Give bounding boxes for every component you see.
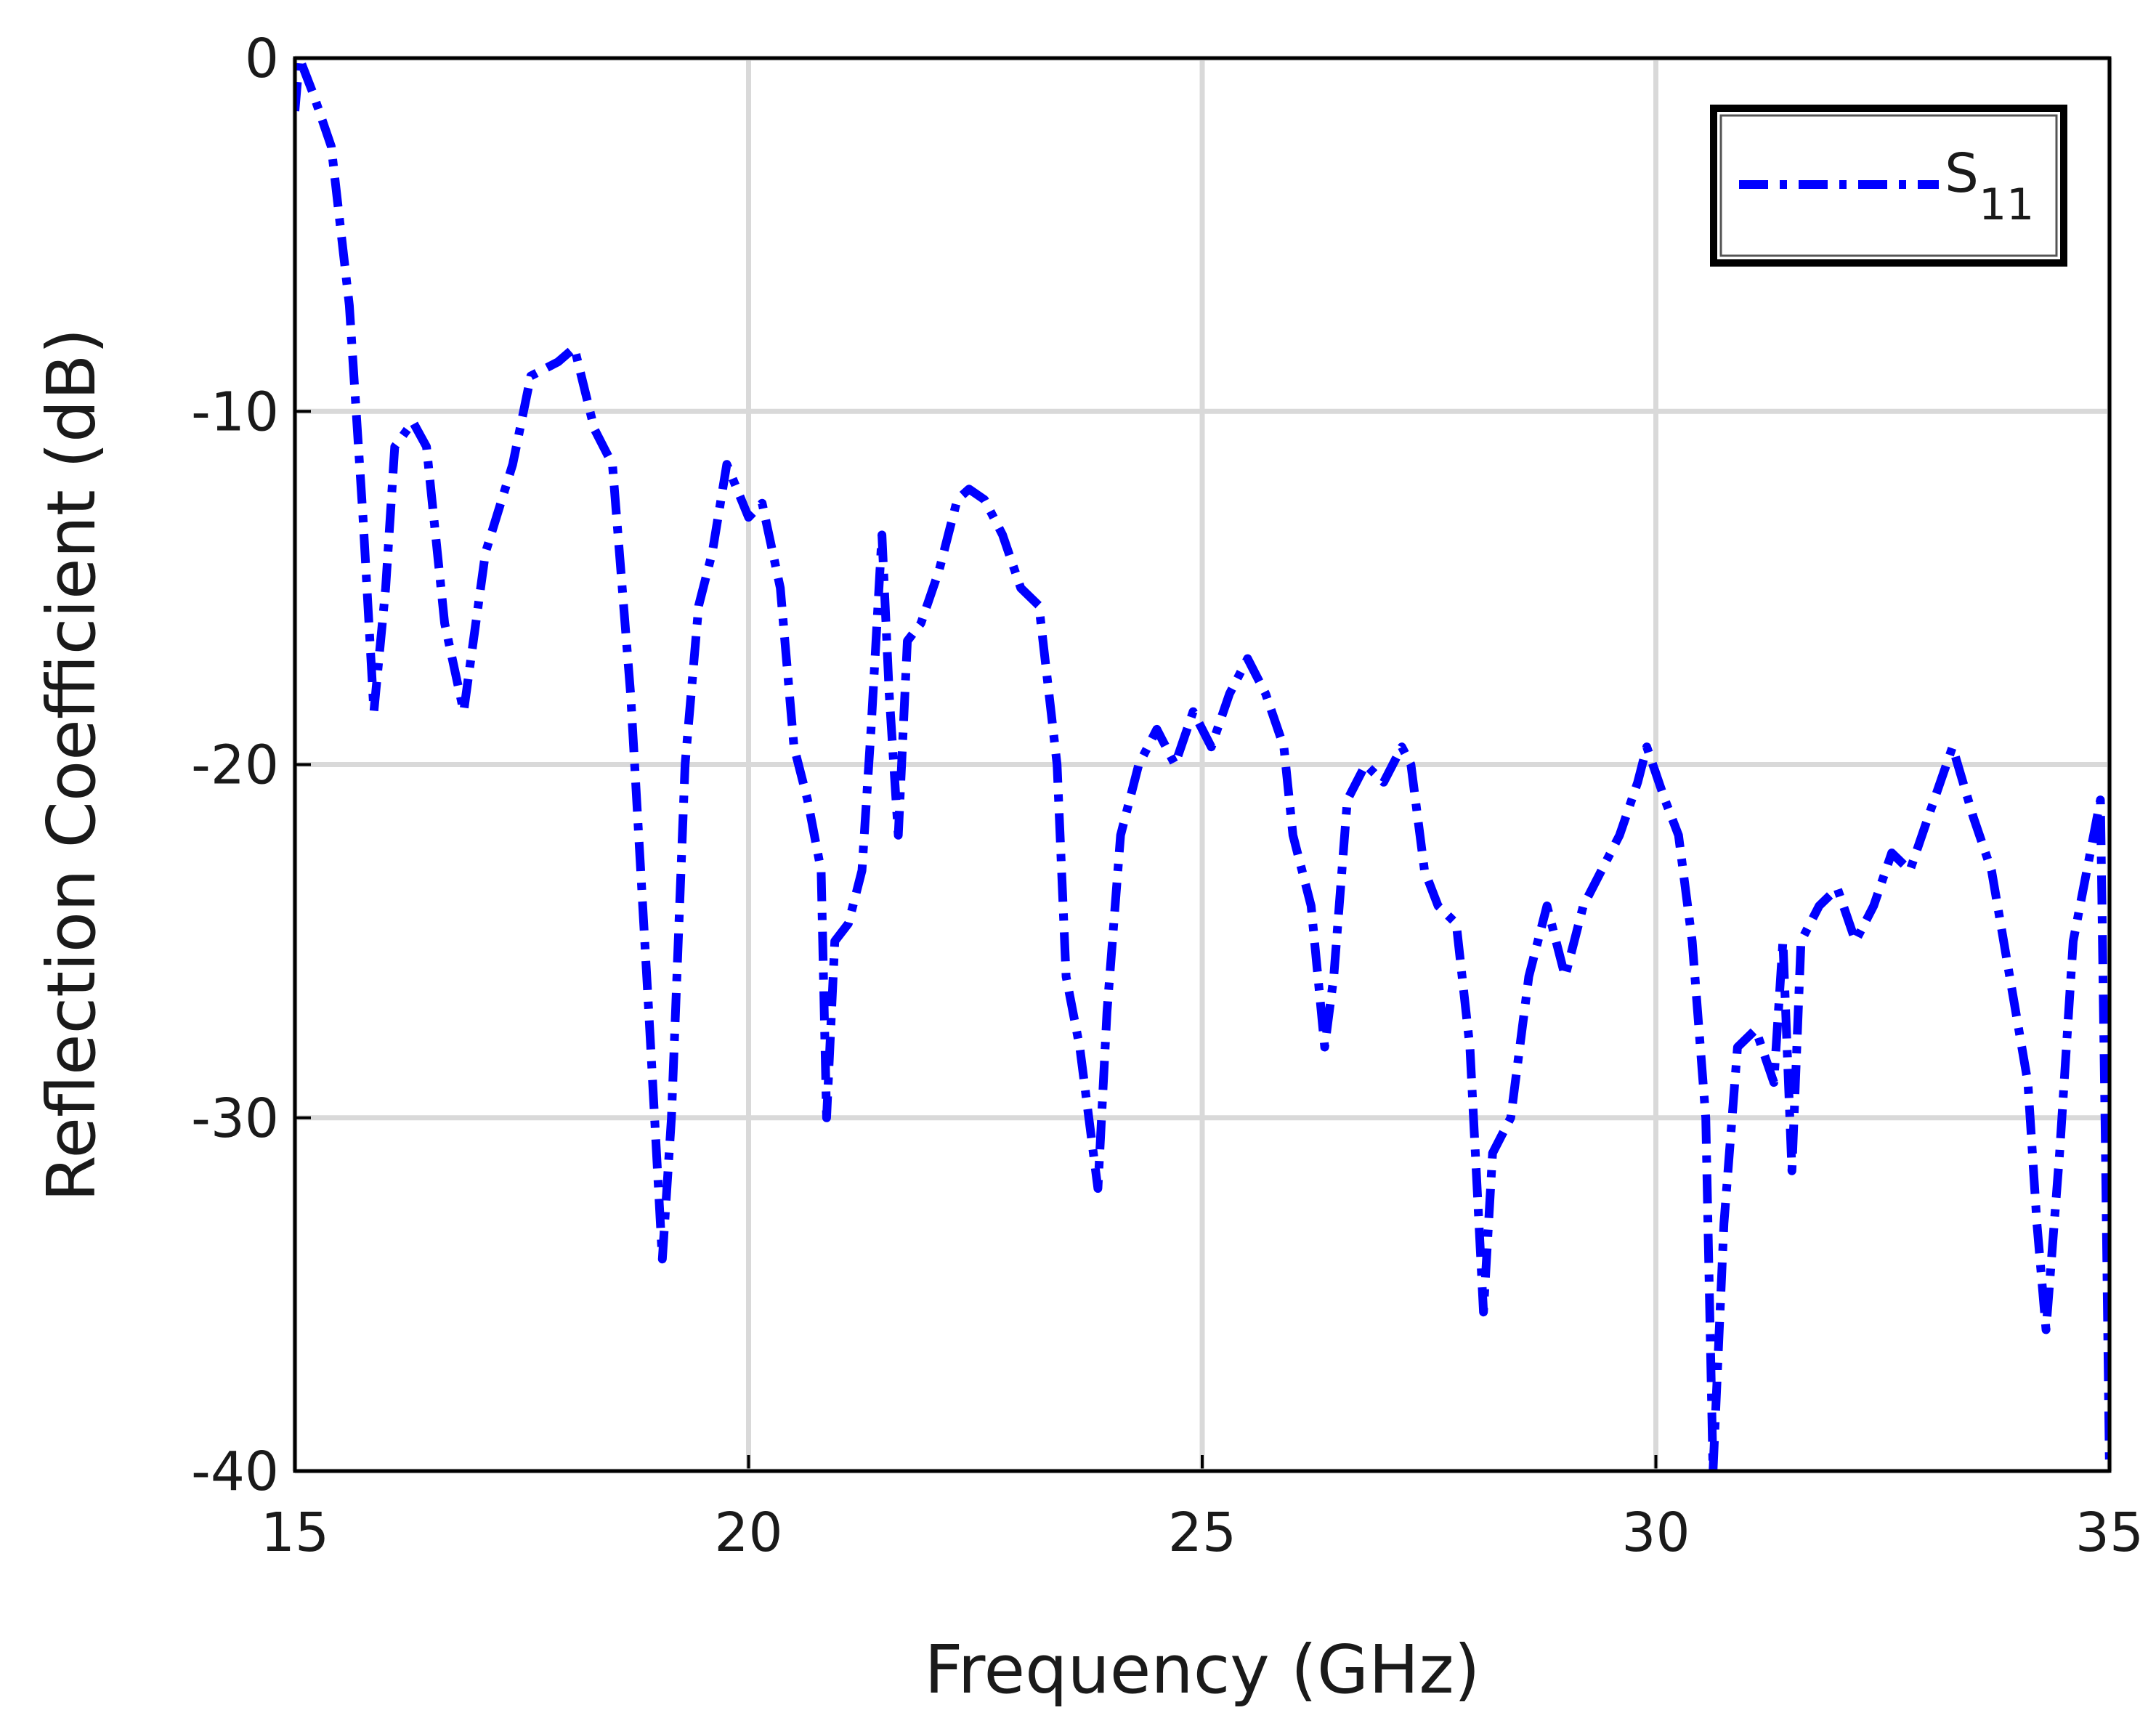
legend-box — [1710, 105, 2067, 267]
y-tick-label: -10 — [191, 381, 279, 443]
y-tick-label: -40 — [191, 1441, 279, 1503]
y-tick-label: -30 — [191, 1087, 279, 1150]
x-tick-label: 35 — [2075, 1502, 2144, 1564]
x-tick-label: 20 — [714, 1502, 782, 1564]
y-tick-label: -20 — [191, 734, 279, 797]
data-line — [295, 54, 2110, 1471]
x-tick-label: 25 — [1168, 1502, 1236, 1564]
x-axis-label: Frequency (GHz) — [924, 1631, 1480, 1709]
x-tick-label: 15 — [261, 1502, 329, 1564]
plot-frame — [293, 56, 2112, 1473]
y-axis-label: Reflection Coefficient (dB) — [33, 328, 110, 1202]
legend-label: S11 — [1945, 142, 2034, 230]
x-tick-label: 30 — [1621, 1502, 1690, 1564]
y-tick-label: 0 — [245, 28, 279, 90]
plot-area — [295, 54, 2110, 1471]
legend-box-inner — [1719, 114, 2058, 257]
